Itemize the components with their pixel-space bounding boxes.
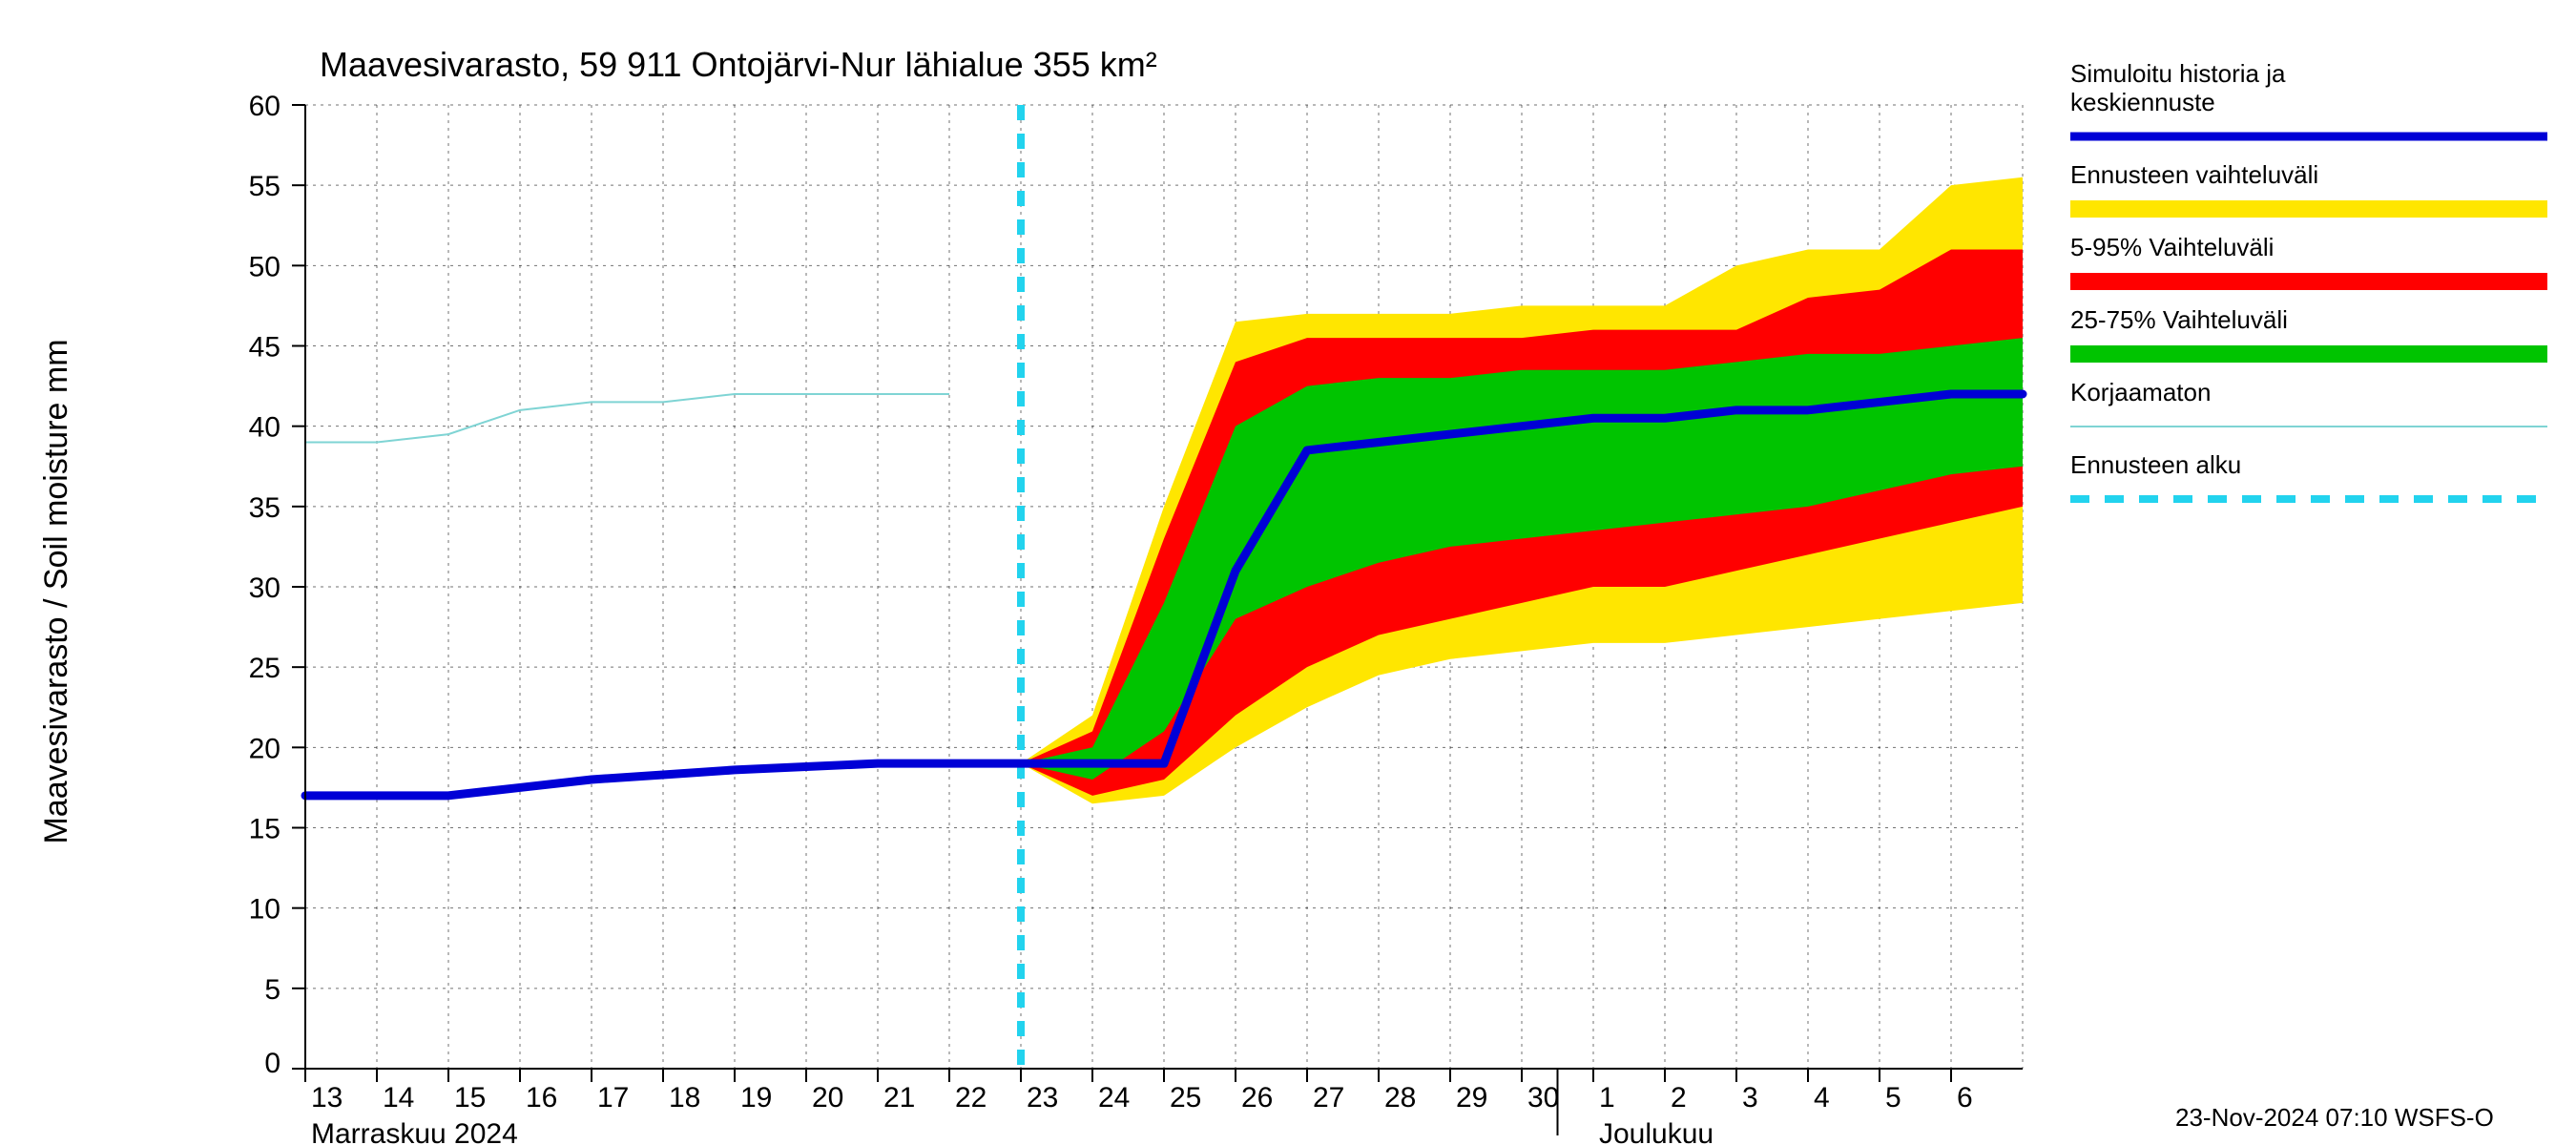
x-tick-label: 17 [597,1082,629,1114]
chart-title: Maavesivarasto, 59 911 Ontojärvi-Nur läh… [320,45,1157,84]
y-tick-label: 20 [249,733,280,764]
x-tick-label: 14 [383,1082,414,1114]
month-label-fi: Joulukuu [1599,1118,1714,1145]
x-tick-label: 28 [1384,1082,1416,1114]
x-tick-label: 13 [311,1082,343,1114]
x-tick-label: 4 [1814,1082,1830,1114]
y-tick-label: 35 [249,492,280,524]
legend-label: Ennusteen alku [2070,450,2241,479]
x-tick-label: 1 [1599,1082,1615,1114]
x-tick-label: 6 [1957,1082,1973,1114]
y-tick-label: 55 [249,171,280,202]
y-tick-label: 45 [249,332,280,364]
x-tick-label: 25 [1170,1082,1201,1114]
y-tick-label: 30 [249,572,280,604]
x-tick-label: 30 [1527,1082,1559,1114]
legend-label: Simuloitu historia ja [2070,59,2286,88]
svg-text:Maavesivarasto / Soil moisture: Maavesivarasto / Soil moisture mm [38,339,74,843]
legend-label: 25-75% Vaihteluväli [2070,305,2288,334]
y-tick-label: 5 [264,974,280,1006]
x-tick-label: 23 [1027,1082,1058,1114]
y-tick-label: 0 [264,1048,280,1079]
legend-swatch [2070,345,2547,363]
x-tick-label: 26 [1241,1082,1273,1114]
x-tick-label: 20 [812,1082,843,1114]
x-tick-label: 27 [1313,1082,1344,1114]
footer-timestamp: 23-Nov-2024 07:10 WSFS-O [2175,1103,2494,1132]
legend-label: Korjaamaton [2070,378,2211,406]
x-tick-label: 16 [526,1082,557,1114]
x-tick-label: 19 [740,1082,772,1114]
legend-swatch [2070,200,2547,218]
x-tick-label: 15 [454,1082,486,1114]
y-tick-label: 15 [249,814,280,845]
y-tick-label: 25 [249,653,280,684]
y-tick-label: 60 [249,91,280,122]
x-tick-label: 3 [1742,1082,1758,1114]
x-tick-label: 24 [1098,1082,1130,1114]
x-tick-label: 22 [955,1082,987,1114]
x-tick-label: 2 [1671,1082,1687,1114]
y-tick-label: 50 [249,251,280,282]
x-tick-label: 5 [1885,1082,1901,1114]
legend-label: 5-95% Vaihteluväli [2070,233,2274,261]
x-tick-label: 21 [883,1082,915,1114]
legend-swatch [2070,273,2547,290]
y-axis-label: Maavesivarasto / Soil moisture mm [38,339,74,843]
chart-container: 0510152025303540455055601314151617181920… [0,0,2576,1145]
x-tick-label: 18 [669,1082,700,1114]
chart-svg: 0510152025303540455055601314151617181920… [0,0,2576,1145]
y-tick-label: 40 [249,412,280,444]
legend-label: keskiennuste [2070,88,2215,116]
month-label-fi: Marraskuu 2024 [311,1118,518,1145]
legend-label: Ennusteen vaihteluväli [2070,160,2318,189]
x-tick-label: 29 [1456,1082,1487,1114]
y-tick-label: 10 [249,894,280,926]
